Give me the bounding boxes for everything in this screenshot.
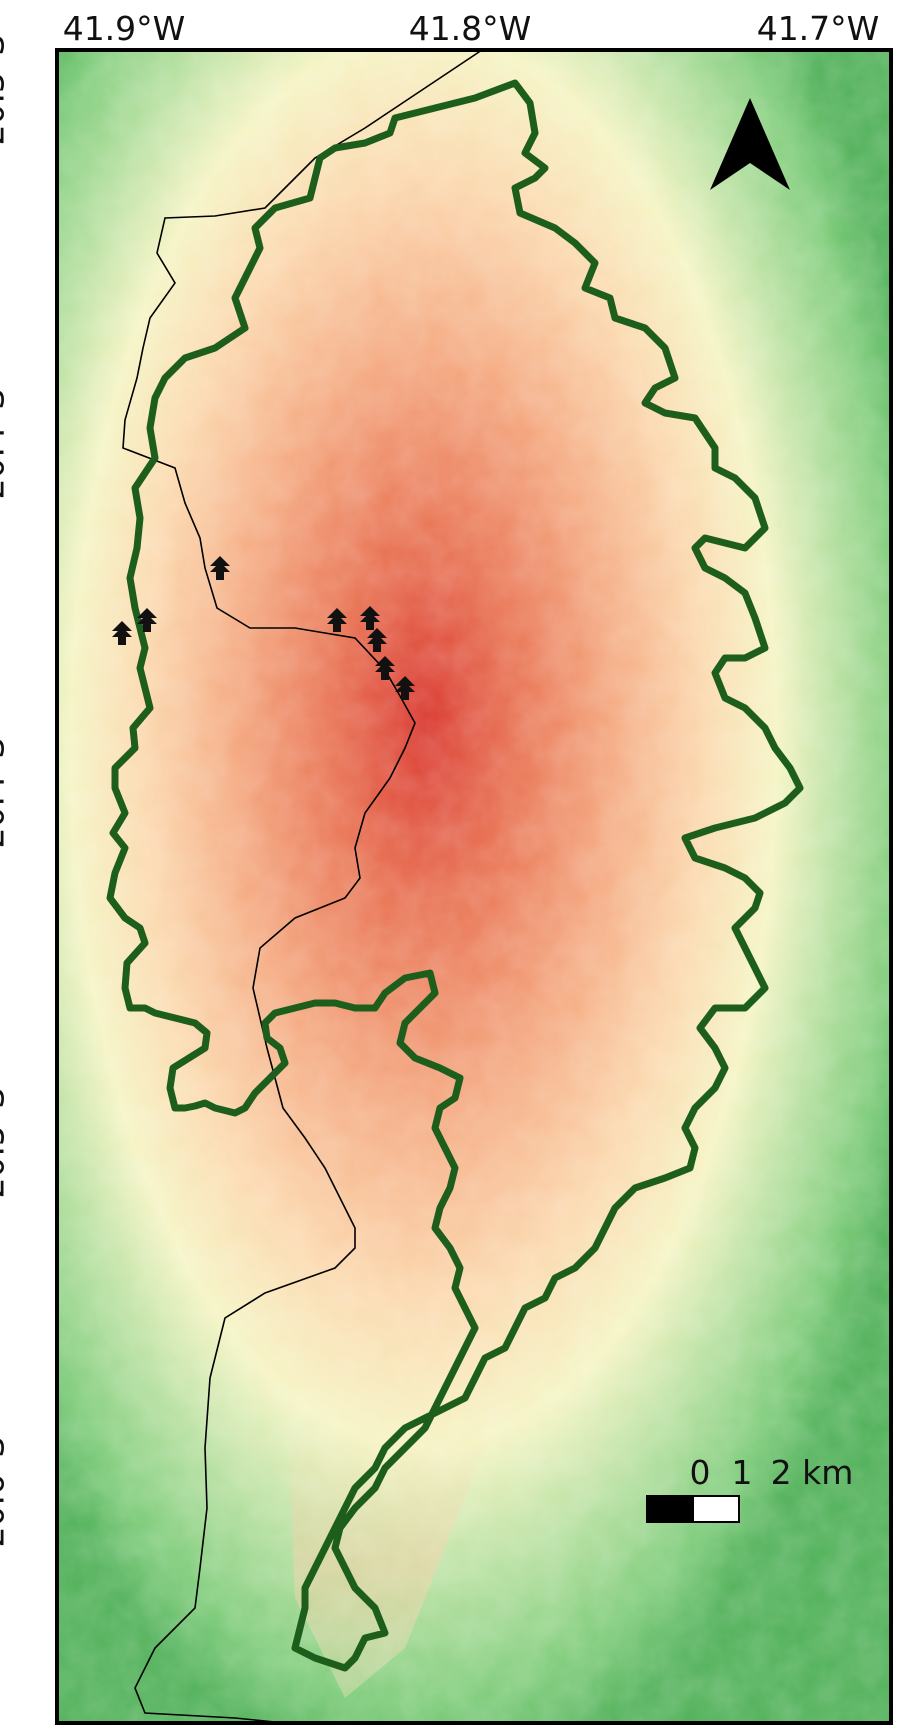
longitude-label-41-7w: 41.7°W xyxy=(756,9,880,48)
location-marker-icon[interactable] xyxy=(137,608,157,632)
map-panel[interactable] xyxy=(55,48,893,1725)
latitude-label-20-6s: 20.6°S xyxy=(0,1436,12,1548)
location-marker-icon[interactable] xyxy=(210,556,230,580)
scale-bar-segment-white xyxy=(692,1495,740,1523)
north-arrow-icon xyxy=(710,98,790,190)
map-frame-border xyxy=(55,48,893,1725)
longitude-label-41-8w: 41.8°W xyxy=(408,9,532,48)
elevation-map xyxy=(55,48,893,1725)
scale-bar xyxy=(646,1495,740,1523)
latitude-label-20-4s-upper: 20.4°S xyxy=(0,388,12,500)
location-marker-icon[interactable] xyxy=(112,621,132,645)
location-marker-icon[interactable] xyxy=(367,628,387,652)
scale-label-1: 1 xyxy=(731,1453,753,1492)
latitude-label-20-4s-lower: 20.4°S xyxy=(0,737,12,849)
marker-group xyxy=(112,556,415,700)
latitude-label-20-5s: 20.5°S xyxy=(0,1087,12,1199)
park-boundary xyxy=(106,79,804,1672)
scale-bar-segment-black xyxy=(646,1495,694,1523)
location-marker-icon[interactable] xyxy=(395,676,415,700)
latitude-label-20-3s: 20.3°S xyxy=(0,34,12,146)
terrain-texture xyxy=(55,48,893,1725)
scale-label-0: 0 xyxy=(689,1453,711,1492)
location-marker-icon[interactable] xyxy=(375,656,395,680)
location-marker-icon[interactable] xyxy=(360,606,380,630)
scale-label-2km: 2 km xyxy=(770,1453,854,1492)
longitude-label-41-9w: 41.9°W xyxy=(62,9,186,48)
road-line xyxy=(122,48,486,1725)
location-marker-icon[interactable] xyxy=(327,608,347,632)
